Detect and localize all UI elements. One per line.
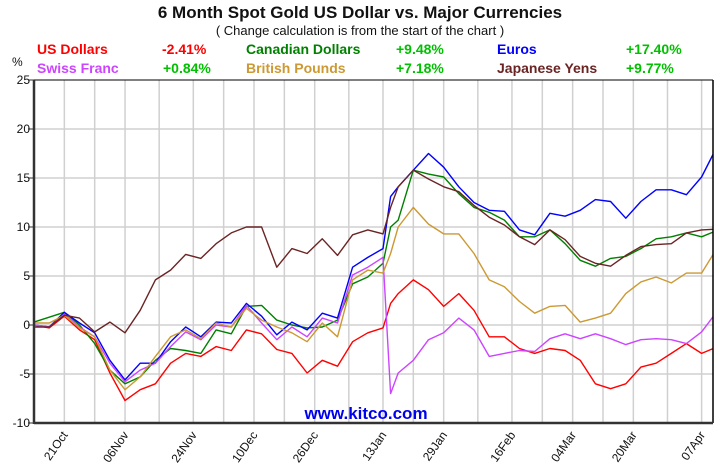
y-tick-label: 15 xyxy=(17,171,31,185)
legend-change-euros: +17.40% xyxy=(626,41,682,57)
legend-label-canadian-dollars: Canadian Dollars xyxy=(246,41,361,57)
series-line-swiss-franc xyxy=(33,256,714,395)
legend-change-british-pounds: +7.18% xyxy=(396,60,444,76)
legend-change-swiss-franc: +0.84% xyxy=(163,60,211,76)
x-tick-label: 04Mar xyxy=(548,429,579,465)
x-tick-label: 24Nov xyxy=(168,429,199,465)
x-tick-label: 07Apr xyxy=(678,429,708,463)
x-tick-label: 20Mar xyxy=(609,429,640,465)
legend-change-canadian-dollars: +9.48% xyxy=(396,41,444,57)
y-tick-label: 10 xyxy=(17,220,31,234)
series-line-euros xyxy=(33,152,714,381)
y-tick-label: -5 xyxy=(19,367,30,381)
x-tick-label: 13Jan xyxy=(359,429,389,464)
chart-title: 6 Month Spot Gold US Dollar vs. Major Cu… xyxy=(157,3,563,22)
y-tick-label: 0 xyxy=(23,318,30,332)
y-tick-label: 5 xyxy=(23,269,30,283)
y-tick-label: 25 xyxy=(17,73,31,87)
legend-label-japanese-yens: Japanese Yens xyxy=(497,60,598,76)
y-tick-label: -10 xyxy=(13,416,31,430)
legend-change-japanese-yens: +9.77% xyxy=(626,60,674,76)
series-line-british-pounds xyxy=(34,206,714,391)
x-tick-label: 10Dec xyxy=(229,429,260,465)
y-axis-unit-label: % xyxy=(12,55,23,69)
x-tick-label: 26Dec xyxy=(290,429,321,465)
chart-subtitle: ( Change calculation is from the start o… xyxy=(215,23,505,38)
legend-label-us-dollars: US Dollars xyxy=(37,41,108,57)
y-tick-label: 20 xyxy=(17,122,31,136)
watermark: www.kitco.com xyxy=(303,404,427,423)
series-line-japanese-yens xyxy=(34,169,714,334)
x-tick-label: 16Feb xyxy=(487,428,518,464)
legend-change-us-dollars: -2.41% xyxy=(162,41,207,57)
x-tick-label: 21Oct xyxy=(41,428,71,463)
series-line-us-dollars xyxy=(33,279,714,402)
legend-label-swiss-franc: Swiss Franc xyxy=(37,60,119,76)
legend-label-euros: Euros xyxy=(497,41,537,57)
x-tick-label: 06Nov xyxy=(100,429,131,465)
x-tick-label: 29Jan xyxy=(420,429,450,464)
legend-label-british-pounds: British Pounds xyxy=(246,60,346,76)
